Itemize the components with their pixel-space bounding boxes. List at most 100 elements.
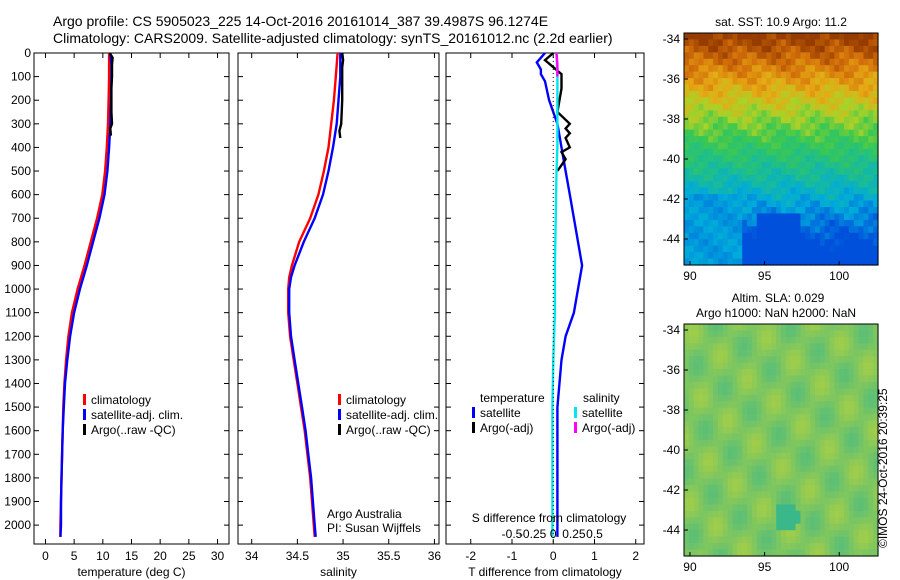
sst-map-cell: [713, 91, 719, 99]
sst-map-cell: [781, 142, 787, 150]
sst-map-cell: [834, 239, 840, 247]
sla-map-cell: [781, 375, 787, 383]
sla-map-cell: [761, 336, 768, 344]
sst-map-cell: [684, 252, 690, 260]
sla-map-cell: [742, 433, 748, 441]
sst-map-cell: [776, 181, 782, 189]
sla-map-cell: [829, 523, 835, 531]
sst-map-cell: [688, 45, 695, 53]
sla-map-cell: [839, 420, 845, 428]
sst-map-cell: [698, 33, 704, 41]
sla-map-cell: [776, 491, 782, 499]
sla-map-cell: [853, 375, 860, 383]
sla-map-cell: [756, 433, 763, 441]
sst-map-cell: [713, 103, 719, 111]
salinity-xtick-label: 35.5: [377, 549, 401, 563]
sst-map-cell: [863, 84, 869, 92]
sst-map-cell: [747, 174, 753, 182]
sla-map-cell: [776, 362, 782, 370]
sla-map-cell: [819, 414, 826, 422]
sla-map-cell: [790, 459, 797, 467]
sst-map-cell: [732, 155, 738, 163]
sst-map-cell: [814, 45, 821, 53]
sla-map-cell: [858, 504, 865, 512]
sla-map-cell: [776, 433, 782, 441]
sst-map-cell: [722, 33, 729, 41]
sst-map-cell: [824, 239, 831, 247]
sla-map-cell: [790, 401, 797, 409]
sla-map-cell: [795, 498, 801, 506]
sst-map-cell: [727, 187, 734, 195]
sla-map-cell: [761, 485, 768, 493]
sst-map-cell: [722, 129, 729, 137]
sla-map-cell: [839, 330, 845, 338]
sst-map-cell: [810, 219, 816, 227]
sla-map-cell: [693, 343, 700, 351]
sla-map-cell: [781, 472, 787, 480]
sst-map-cell: [684, 239, 690, 247]
sla-map-cell: [873, 414, 879, 422]
sla-map-cell: [805, 549, 811, 557]
sla-map-cell: [853, 465, 860, 473]
sla-map-cell: [747, 407, 753, 415]
sla-map-cell: [747, 523, 753, 531]
sst-map-cell: [761, 155, 768, 163]
sst-map-cell: [717, 103, 724, 111]
sst-map-cell: [693, 84, 700, 92]
sla-map-cell: [747, 549, 753, 557]
sst-map-cell: [800, 129, 806, 137]
sla-map-cell: [722, 427, 729, 435]
sla-map-cell: [858, 343, 865, 351]
sst-map-cell: [795, 97, 801, 105]
sst-map-cell: [776, 245, 782, 253]
sla-map-cell: [814, 536, 821, 544]
sst-map-cell: [795, 110, 801, 118]
sla-map-cell: [684, 427, 690, 435]
sla-map-cell: [776, 324, 782, 332]
sst-map-cell: [684, 213, 690, 221]
sst-map-cell: [824, 213, 831, 221]
sst-map-cell: [829, 33, 835, 41]
depth-tick-label: 1000: [4, 282, 31, 296]
sla-map-cell: [858, 420, 865, 428]
sst-map-cell: [781, 39, 787, 47]
sla-map-cell: [717, 369, 724, 377]
sst-map-cell: [781, 194, 787, 202]
sla-map-cell: [747, 427, 753, 435]
sla-map-cell: [785, 336, 792, 344]
sst-map-cell: [684, 58, 690, 66]
sst-map-cell: [751, 129, 758, 137]
sst-map-cell: [727, 142, 734, 150]
sst-map-cell: [766, 78, 772, 86]
sla-map-cell: [751, 375, 758, 383]
sla-map-cell: [829, 369, 835, 377]
sst-map-cell: [761, 97, 768, 105]
sla-map-cell: [800, 375, 806, 383]
sst-map-cell: [717, 39, 724, 47]
sla-map-cell: [805, 517, 811, 525]
sst-map-cell: [747, 168, 753, 176]
sst-map-cell: [848, 207, 855, 215]
sst-map-cell: [814, 103, 821, 111]
sst-map-cell: [863, 39, 869, 47]
sst-map-cell: [751, 58, 758, 66]
sla-map-cell: [790, 491, 797, 499]
sst-map-cell: [790, 200, 797, 208]
sst-map-cell: [737, 161, 743, 169]
sst-map-cell: [863, 116, 869, 124]
sla-map-cell: [824, 369, 831, 377]
sst-map-cell: [688, 161, 695, 169]
sst-map-cell: [717, 78, 724, 86]
sla-map-cell: [824, 543, 831, 551]
sla-map-cell: [844, 543, 850, 551]
sst-map-cell: [761, 110, 768, 118]
sla-map-cell: [790, 356, 797, 364]
sst-map-cell: [722, 123, 729, 131]
sst-map-cell: [810, 33, 816, 41]
sla-map-cell: [693, 549, 700, 557]
legend-swatch: [472, 422, 475, 433]
sla-map-cell: [776, 478, 782, 486]
sst-map-cell: [727, 97, 734, 105]
sst-map-cell: [829, 226, 835, 234]
difference-xlabel: T difference from climatology: [468, 565, 622, 579]
